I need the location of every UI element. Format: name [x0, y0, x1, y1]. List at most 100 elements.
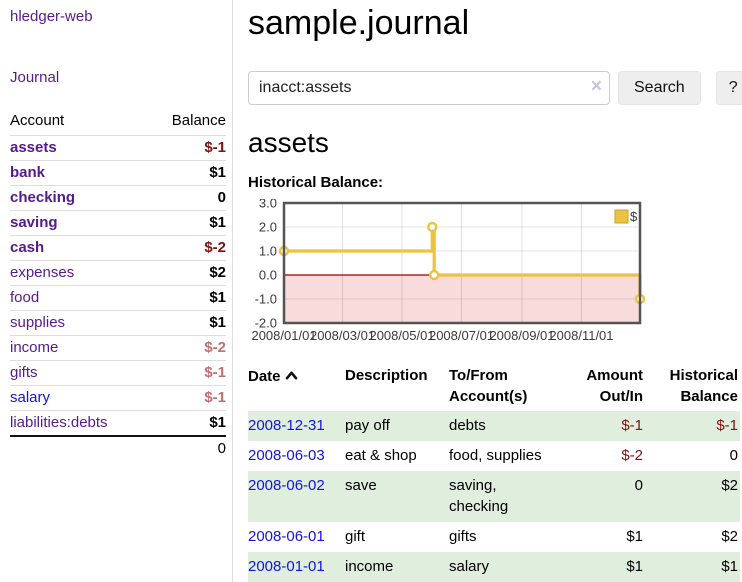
register-header-accounts: To/From Account(s) [449, 362, 559, 411]
register-header-date-label: Date [248, 368, 281, 385]
y-axis-tick-label: 0.0 [259, 268, 277, 283]
legend-swatch-icon [614, 209, 629, 224]
register-row: 2008-01-01 income salary $1 $1 [248, 552, 740, 582]
account-link[interactable]: liabilities:debts [10, 414, 108, 431]
register-amount: $-1 [621, 417, 643, 434]
search-input[interactable] [248, 71, 610, 105]
accounts-header-account: Account [10, 112, 65, 129]
register-description: income [345, 558, 394, 575]
account-balance: $-1 [148, 385, 226, 411]
register-amount: 0 [634, 477, 643, 494]
account-row: gifts $-1 [10, 360, 226, 386]
account-link[interactable]: gifts [10, 364, 38, 381]
accounts-table: Account Balance assets $-1 bank $1 check… [10, 110, 226, 461]
chart-marker [427, 221, 438, 233]
register-header-description-label: Description [345, 367, 428, 384]
register-header-balance-line2: Balance [680, 388, 738, 405]
account-link[interactable]: cash [10, 239, 45, 256]
register-date-link[interactable]: 2008-01-01 [248, 558, 325, 575]
register-accounts: debts [449, 417, 486, 434]
clear-search-icon[interactable]: × [590, 76, 602, 97]
account-link[interactable]: income [10, 339, 59, 356]
account-row: saving $1 [10, 210, 226, 236]
account-balance: $1 [148, 210, 226, 236]
account-row: bank $1 [10, 160, 226, 186]
x-axis-tick-label: 2008/07/01 [429, 328, 494, 343]
account-link[interactable]: salary [10, 389, 51, 406]
register-accounts: food, supplies [449, 447, 542, 464]
account-row: salary $-1 [10, 385, 226, 411]
register-description: eat & shop [345, 447, 417, 464]
chart-label: Historical Balance: [248, 174, 384, 191]
account-balance: $-1 [148, 135, 226, 161]
account-link[interactable]: bank [10, 164, 46, 181]
register-header-balance-line1: Historical [669, 367, 738, 384]
register-row: 2008-06-02 save saving, checking 0 $2 [248, 471, 740, 522]
account-row: food $1 [10, 285, 226, 311]
register-balance: $2 [721, 528, 738, 545]
account-balance: $2 [148, 260, 226, 286]
account-link[interactable]: assets [10, 139, 57, 156]
main-content: sample.journal × Search ? assets Histori… [233, 0, 742, 582]
register-date-link[interactable]: 2008-06-01 [248, 528, 325, 545]
register-balance: $1 [721, 558, 738, 575]
register-balance: 0 [729, 447, 738, 464]
register-date-link[interactable]: 2008-06-03 [248, 447, 325, 464]
account-balance: $1 [148, 285, 226, 311]
account-heading: assets [248, 127, 329, 158]
y-axis-tick-label: 2.0 [259, 220, 277, 235]
account-row: assets $-1 [10, 135, 226, 161]
chart-legend: $ [614, 209, 638, 224]
y-axis-tick-label: 1.0 [259, 244, 277, 259]
sort-asc-icon [285, 365, 298, 386]
app-title: hledger-web [10, 8, 226, 26]
nav-journal-link[interactable]: Journal [10, 69, 60, 86]
register-header-amount-line1: Amount [586, 367, 643, 384]
legend-label: $ [630, 209, 638, 224]
search-button[interactable]: Search [618, 71, 701, 105]
x-axis-tick-label: 2008/01/01 [251, 328, 316, 343]
register-row: 2008-12-31 pay off debts $-1 $-1 [248, 411, 740, 441]
register-date-link[interactable]: 2008-12-31 [248, 417, 325, 434]
y-axis-tick-label: 3.0 [259, 199, 277, 211]
sidebar: hledger-web Journal Account Balance asse… [0, 0, 233, 582]
account-link[interactable]: saving [10, 214, 58, 231]
account-balance: $1 [148, 310, 226, 336]
register-accounts: saving, checking [449, 477, 509, 515]
account-balance: 0 [148, 185, 226, 211]
app-title-link[interactable]: hledger-web [10, 8, 93, 25]
x-axis-tick-label: 2008/11/01 [549, 328, 613, 343]
x-axis-tick-label: 2008/09/01 [489, 328, 554, 343]
account-link[interactable]: checking [10, 189, 76, 206]
accounts-total-row: 0 [10, 435, 226, 461]
x-axis-tick-label: 2008/03/01 [310, 328, 375, 343]
chart-border [282, 201, 642, 325]
register-date-link[interactable]: 2008-06-02 [248, 477, 325, 494]
register-header-accounts-line1: To/From [449, 367, 508, 384]
account-balance: $-1 [148, 360, 226, 386]
chart-marker [429, 269, 440, 281]
register-amount: $1 [626, 528, 643, 545]
register-row: 2008-06-01 gift gifts $1 $2 [248, 522, 740, 552]
account-link[interactable]: food [10, 289, 40, 306]
account-row: supplies $1 [10, 310, 226, 336]
register-balance: $2 [721, 477, 738, 494]
register-header-balance: Historical Balance [645, 362, 740, 411]
account-balance: $-2 [148, 335, 226, 361]
account-link[interactable]: expenses [10, 264, 75, 281]
account-balance: $-2 [148, 235, 226, 261]
account-row: expenses $2 [10, 260, 226, 286]
accounts-header-row: Account Balance [10, 110, 226, 136]
register-row: 2008-06-03 eat & shop food, supplies $-2… [248, 441, 740, 471]
register-balance: $-1 [716, 417, 738, 434]
register-table: Date Description To/From Account(s) Amou… [248, 362, 740, 582]
account-row: cash $-2 [10, 235, 226, 261]
account-row: liabilities:debts $1 [10, 410, 226, 436]
register-header-date[interactable]: Date [248, 362, 345, 411]
account-balance: $1 [148, 410, 226, 436]
account-link[interactable]: supplies [10, 314, 66, 331]
register-accounts: gifts [449, 528, 477, 545]
help-button[interactable]: ? [715, 71, 742, 105]
account-balance: $1 [148, 160, 226, 186]
register-header-accounts-line2: Account(s) [449, 388, 528, 405]
